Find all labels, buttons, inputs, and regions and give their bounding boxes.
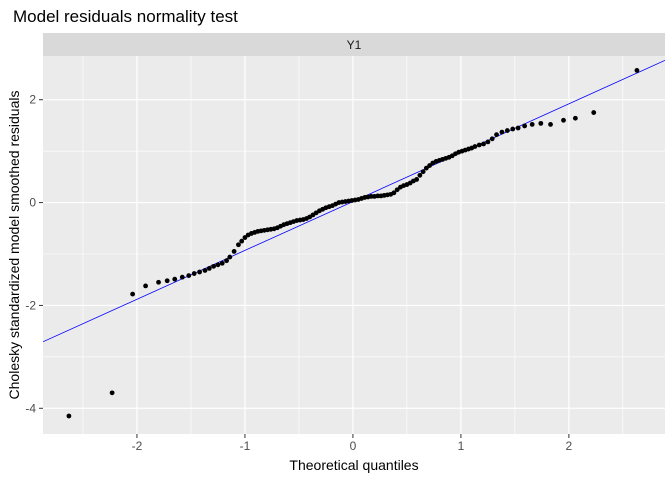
x-axis-ticks: -2 -1 0 1 2	[132, 434, 573, 453]
residual-point	[391, 190, 397, 196]
residual-point	[499, 129, 505, 135]
residual-point	[515, 125, 521, 131]
residual-points	[66, 68, 640, 419]
residual-point	[239, 238, 245, 244]
residual-point	[179, 274, 185, 280]
residual-point	[215, 262, 221, 268]
residual-point	[494, 132, 499, 138]
residual-point	[227, 254, 233, 260]
residual-point	[634, 68, 640, 73]
y-axis-ticks: -4 -2 0 2	[25, 93, 43, 415]
residual-point	[394, 187, 400, 193]
residual-point	[109, 390, 115, 396]
residual-point	[219, 260, 225, 266]
residual-point	[236, 242, 241, 248]
residual-point	[143, 283, 148, 289]
y-tick-label: 2	[29, 93, 36, 107]
residual-point	[224, 258, 229, 264]
residual-point	[186, 273, 192, 278]
residual-point	[206, 266, 212, 271]
grid-lines	[43, 56, 665, 434]
chart-title: Model residuals normality test	[13, 7, 238, 26]
facet-label: Y1	[347, 38, 362, 52]
residual-point	[231, 249, 237, 254]
residual-point	[130, 291, 136, 297]
residual-point	[156, 279, 161, 285]
residual-point	[197, 269, 202, 275]
residual-point	[417, 172, 423, 178]
residual-point	[427, 163, 432, 168]
residual-point	[202, 268, 208, 273]
x-tick-label: 0	[350, 439, 357, 453]
x-tick-label: -2	[132, 439, 143, 453]
x-tick-label: 1	[458, 439, 465, 453]
residual-point	[172, 276, 178, 282]
x-tick-label: -1	[240, 439, 251, 453]
residual-point	[548, 122, 553, 127]
residual-point	[414, 177, 420, 182]
y-tick-label: -4	[25, 401, 36, 415]
residual-point	[529, 122, 535, 127]
residual-point	[485, 139, 491, 145]
y-tick-label: 0	[29, 196, 36, 210]
residual-point	[489, 136, 495, 142]
residual-point	[423, 165, 429, 171]
y-axis-title: Cholesky standardized model smoothed res…	[6, 91, 22, 400]
residual-point	[504, 128, 510, 133]
residual-point	[164, 278, 170, 284]
residual-point	[476, 142, 482, 148]
y-tick-label: -2	[25, 298, 36, 312]
residual-point	[211, 263, 217, 269]
x-axis-title: Theoretical quantiles	[289, 457, 418, 473]
residual-point	[510, 126, 516, 132]
residual-point	[66, 413, 72, 419]
plot-panel	[43, 56, 665, 434]
residual-point	[538, 120, 544, 126]
residual-point	[420, 169, 426, 175]
residual-point	[481, 141, 486, 147]
residual-point	[572, 115, 578, 121]
residual-point	[242, 235, 248, 240]
residual-point	[191, 271, 197, 276]
residual-point	[591, 110, 597, 115]
residual-point	[522, 123, 528, 129]
residual-point	[561, 117, 566, 123]
residual-point	[472, 144, 478, 149]
x-tick-label: 2	[566, 439, 573, 453]
facet-strip	[43, 33, 665, 56]
